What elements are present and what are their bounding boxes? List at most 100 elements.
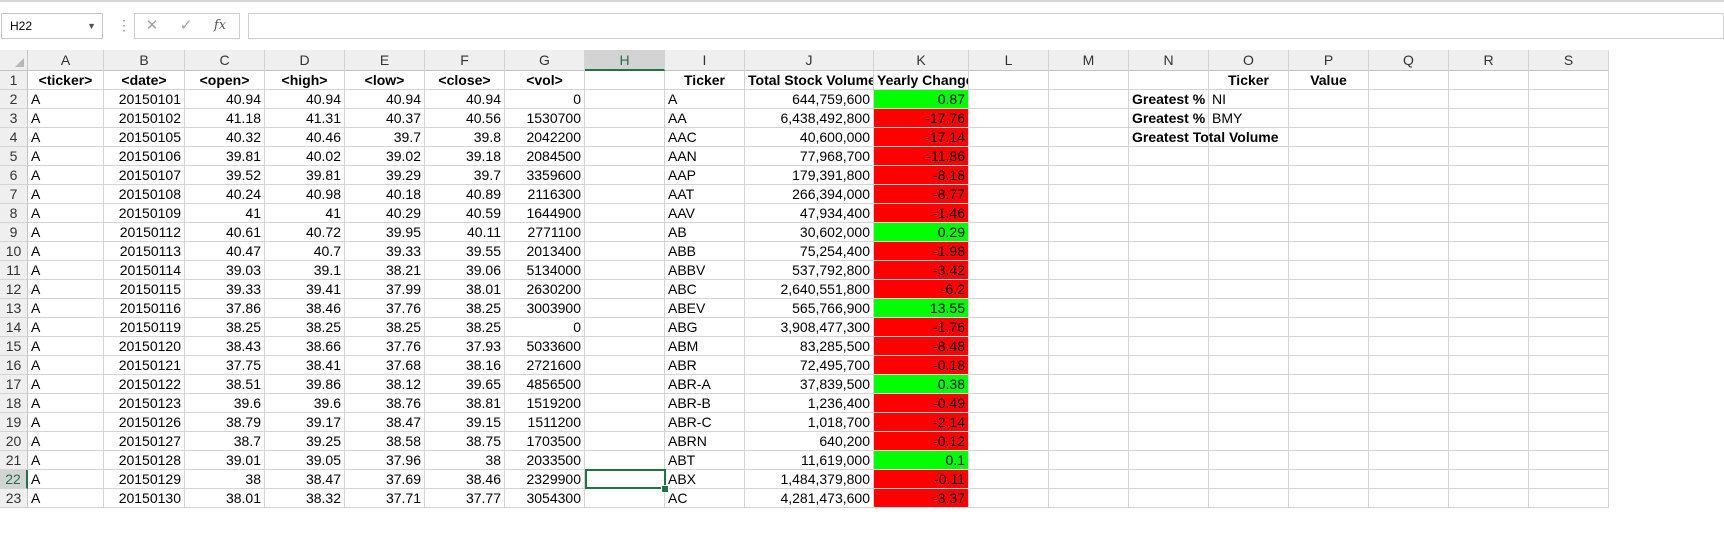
cell-n7[interactable] bbox=[1129, 185, 1209, 204]
raw-data-cell[interactable]: 38.25 bbox=[425, 299, 505, 318]
cell-h5[interactable] bbox=[585, 147, 665, 166]
raw-data-cell[interactable]: A bbox=[28, 356, 104, 375]
raw-data-cell[interactable]: 41.18 bbox=[185, 109, 265, 128]
cell-p20[interactable] bbox=[1289, 432, 1369, 451]
summary-ticker-cell[interactable]: AA bbox=[665, 109, 745, 128]
cell-s18[interactable] bbox=[1529, 394, 1609, 413]
cell-q20[interactable] bbox=[1369, 432, 1449, 451]
column-header-h[interactable]: H bbox=[585, 50, 665, 71]
raw-data-cell[interactable]: 0 bbox=[505, 90, 585, 109]
summary-volume-cell[interactable]: 3,908,477,300 bbox=[745, 318, 874, 337]
cell-q23[interactable] bbox=[1369, 489, 1449, 508]
cell-s4[interactable] bbox=[1529, 128, 1609, 147]
row-header-18[interactable]: 18 bbox=[0, 394, 28, 413]
raw-data-cell[interactable]: 20150115 bbox=[104, 280, 185, 299]
yearly-change-cell[interactable]: -6.2 bbox=[874, 280, 969, 299]
cell-s9[interactable] bbox=[1529, 223, 1609, 242]
column-header-q[interactable]: Q bbox=[1369, 50, 1449, 71]
cell-p4[interactable] bbox=[1289, 128, 1369, 147]
raw-data-cell[interactable]: A bbox=[28, 451, 104, 470]
cell-r2[interactable] bbox=[1449, 90, 1529, 109]
raw-header-cell[interactable]: <close> bbox=[425, 71, 505, 90]
cell-p12[interactable] bbox=[1289, 280, 1369, 299]
greatest-ticker-cell[interactable]: NI bbox=[1209, 90, 1289, 109]
raw-data-cell[interactable]: 20150123 bbox=[104, 394, 185, 413]
summary-volume-cell[interactable]: 1,236,400 bbox=[745, 394, 874, 413]
cell-s10[interactable] bbox=[1529, 242, 1609, 261]
cell-l10[interactable] bbox=[969, 242, 1049, 261]
summary-ticker-cell[interactable]: ABR-C bbox=[665, 413, 745, 432]
raw-data-cell[interactable]: 37.71 bbox=[345, 489, 425, 508]
raw-data-cell[interactable]: 38.58 bbox=[345, 432, 425, 451]
selected-cell[interactable] bbox=[585, 469, 666, 489]
cell-o14[interactable] bbox=[1209, 318, 1289, 337]
cell-m18[interactable] bbox=[1049, 394, 1129, 413]
raw-data-cell[interactable]: 37.69 bbox=[345, 470, 425, 489]
yearly-change-cell[interactable]: -0.12 bbox=[874, 432, 969, 451]
select-all-button[interactable] bbox=[0, 50, 28, 71]
column-header-j[interactable]: J bbox=[745, 50, 874, 71]
yearly-change-cell[interactable]: 0.38 bbox=[874, 375, 969, 394]
raw-data-cell[interactable]: 39.33 bbox=[345, 242, 425, 261]
raw-data-cell[interactable]: 20150129 bbox=[104, 470, 185, 489]
greatest-label-cell[interactable]: Greatest Total Volume bbox=[1129, 128, 1279, 147]
cell-l6[interactable] bbox=[969, 166, 1049, 185]
cell-h9[interactable] bbox=[585, 223, 665, 242]
cell-n10[interactable] bbox=[1129, 242, 1209, 261]
summary-volume-cell[interactable]: 179,391,800 bbox=[745, 166, 874, 185]
raw-data-cell[interactable]: 39.55 bbox=[425, 242, 505, 261]
cell-l15[interactable] bbox=[969, 337, 1049, 356]
row-header-11[interactable]: 11 bbox=[0, 261, 28, 280]
cell-r21[interactable] bbox=[1449, 451, 1529, 470]
row-header-4[interactable]: 4 bbox=[0, 128, 28, 147]
raw-data-cell[interactable]: A bbox=[28, 185, 104, 204]
raw-data-cell[interactable]: 20150102 bbox=[104, 109, 185, 128]
cell-l8[interactable] bbox=[969, 204, 1049, 223]
cell-p6[interactable] bbox=[1289, 166, 1369, 185]
cell-p8[interactable] bbox=[1289, 204, 1369, 223]
cell-m13[interactable] bbox=[1049, 299, 1129, 318]
summary-ticker-cell[interactable]: ABBV bbox=[665, 261, 745, 280]
raw-data-cell[interactable]: 39.01 bbox=[185, 451, 265, 470]
yearly-change-cell[interactable]: 13.55 bbox=[874, 299, 969, 318]
cell-n18[interactable] bbox=[1129, 394, 1209, 413]
raw-data-cell[interactable]: 40.56 bbox=[425, 109, 505, 128]
raw-data-cell[interactable]: 40.32 bbox=[185, 128, 265, 147]
row-header-5[interactable]: 5 bbox=[0, 147, 28, 166]
cell-q2[interactable] bbox=[1369, 90, 1449, 109]
raw-data-cell[interactable]: 38.25 bbox=[265, 318, 345, 337]
raw-data-cell[interactable]: 38 bbox=[425, 451, 505, 470]
raw-data-cell[interactable]: 20150127 bbox=[104, 432, 185, 451]
summary-ticker-cell[interactable]: A bbox=[665, 90, 745, 109]
raw-data-cell[interactable]: A bbox=[28, 280, 104, 299]
cell-s11[interactable] bbox=[1529, 261, 1609, 280]
row-header-3[interactable]: 3 bbox=[0, 109, 28, 128]
raw-data-cell[interactable]: 20150114 bbox=[104, 261, 185, 280]
raw-data-cell[interactable]: 2033500 bbox=[505, 451, 585, 470]
raw-data-cell[interactable]: 39.8 bbox=[425, 128, 505, 147]
summary-ticker-cell[interactable]: AAT bbox=[665, 185, 745, 204]
cell-q3[interactable] bbox=[1369, 109, 1449, 128]
cell-r7[interactable] bbox=[1449, 185, 1529, 204]
greatest-label-cell[interactable]: Greatest % D bbox=[1129, 109, 1209, 128]
cell-q22[interactable] bbox=[1369, 470, 1449, 489]
raw-data-cell[interactable]: 38.47 bbox=[265, 470, 345, 489]
raw-data-cell[interactable]: 1703500 bbox=[505, 432, 585, 451]
row-header-2[interactable]: 2 bbox=[0, 90, 28, 109]
cell-h21[interactable] bbox=[585, 451, 665, 470]
cell-r19[interactable] bbox=[1449, 413, 1529, 432]
raw-data-cell[interactable]: 0 bbox=[505, 318, 585, 337]
cell-m8[interactable] bbox=[1049, 204, 1129, 223]
raw-data-cell[interactable]: 38.25 bbox=[185, 318, 265, 337]
yearly-change-cell[interactable]: 0.1 bbox=[874, 451, 969, 470]
raw-data-cell[interactable]: A bbox=[28, 432, 104, 451]
raw-data-cell[interactable]: 20150101 bbox=[104, 90, 185, 109]
cell-p2[interactable] bbox=[1289, 90, 1369, 109]
summary-volume-cell[interactable]: 77,968,700 bbox=[745, 147, 874, 166]
chevron-down-icon[interactable]: ▼ bbox=[87, 21, 96, 31]
raw-data-cell[interactable]: 37.75 bbox=[185, 356, 265, 375]
row-header-19[interactable]: 19 bbox=[0, 413, 28, 432]
raw-header-cell[interactable]: <ticker> bbox=[28, 71, 104, 90]
raw-data-cell[interactable]: 40.46 bbox=[265, 128, 345, 147]
cell-p13[interactable] bbox=[1289, 299, 1369, 318]
